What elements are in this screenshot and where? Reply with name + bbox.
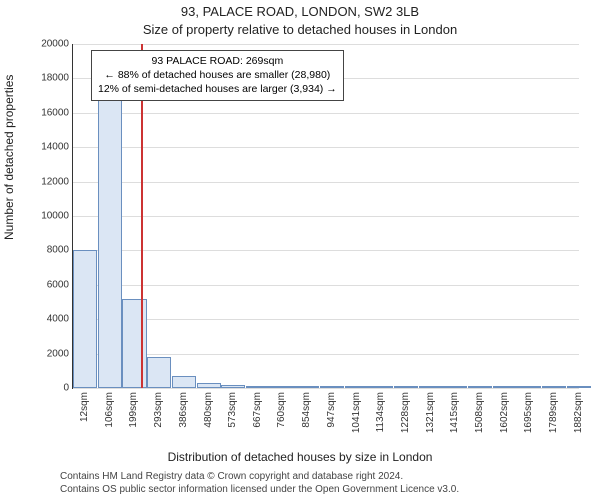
- gridline: [73, 113, 579, 114]
- y-tick-label: 14000: [29, 142, 69, 153]
- x-tick-label: 1602sqm: [499, 392, 510, 440]
- x-tick-label: 106sqm: [104, 392, 115, 440]
- chart-title-line2: Size of property relative to detached ho…: [0, 22, 600, 37]
- attribution-line2: Contains OS public sector information li…: [60, 483, 459, 496]
- histogram-bar: [320, 386, 344, 388]
- y-tick-label: 0: [29, 383, 69, 394]
- x-tick-label: 1228sqm: [400, 392, 411, 440]
- x-tick-label: 1789sqm: [548, 392, 559, 440]
- x-tick-label: 12sqm: [79, 392, 90, 440]
- histogram-bar: [443, 386, 467, 388]
- y-tick-label: 6000: [29, 279, 69, 290]
- x-tick-label: 573sqm: [227, 392, 238, 440]
- x-tick-label: 667sqm: [252, 392, 263, 440]
- gridline: [73, 354, 579, 355]
- x-tick-label: 1508sqm: [474, 392, 485, 440]
- y-tick-label: 12000: [29, 176, 69, 187]
- gridline: [73, 285, 579, 286]
- x-tick-label: 199sqm: [128, 392, 139, 440]
- gridline: [73, 250, 579, 251]
- y-tick-label: 2000: [29, 348, 69, 359]
- gridline: [73, 216, 579, 217]
- attribution-line1: Contains HM Land Registry data © Crown c…: [60, 470, 459, 483]
- y-tick-label: 20000: [29, 39, 69, 50]
- x-tick-label: 1321sqm: [425, 392, 436, 440]
- gridline: [73, 44, 579, 45]
- callout-line1: 93 PALACE ROAD: 269sqm: [98, 54, 337, 68]
- gridline: [73, 319, 579, 320]
- callout-line2: ← 88% of detached houses are smaller (28…: [98, 68, 337, 82]
- y-tick-label: 18000: [29, 73, 69, 84]
- y-tick-label: 10000: [29, 211, 69, 222]
- x-tick-label: 760sqm: [276, 392, 287, 440]
- x-tick-label: 386sqm: [178, 392, 189, 440]
- x-axis-label: Distribution of detached houses by size …: [0, 450, 600, 464]
- y-tick-label: 8000: [29, 245, 69, 256]
- histogram-bar: [147, 357, 171, 388]
- x-tick-label: 854sqm: [301, 392, 312, 440]
- histogram-bar: [468, 386, 492, 388]
- y-axis-label: Number of detached properties: [2, 75, 16, 240]
- chart-title-line1: 93, PALACE ROAD, LONDON, SW2 3LB: [0, 4, 600, 19]
- x-tick-label: 480sqm: [203, 392, 214, 440]
- histogram-bar: [246, 386, 270, 388]
- histogram-bar: [419, 386, 443, 388]
- x-tick-label: 1134sqm: [375, 392, 386, 440]
- histogram-bar: [345, 386, 369, 388]
- y-tick-label: 16000: [29, 107, 69, 118]
- histogram-bar: [369, 386, 393, 388]
- x-tick-label: 293sqm: [153, 392, 164, 440]
- gridline: [73, 388, 579, 389]
- x-tick-label: 947sqm: [326, 392, 337, 440]
- histogram-bar: [270, 386, 294, 388]
- histogram-bar: [197, 383, 221, 388]
- histogram-bar: [221, 385, 245, 388]
- gridline: [73, 182, 579, 183]
- attribution: Contains HM Land Registry data © Crown c…: [60, 470, 459, 496]
- callout-line3: 12% of semi-detached houses are larger (…: [98, 82, 337, 96]
- histogram-bar: [567, 386, 591, 388]
- histogram-bar: [73, 250, 97, 388]
- gridline: [73, 147, 579, 148]
- histogram-bar: [493, 386, 517, 388]
- histogram-bar: [517, 386, 541, 388]
- y-tick-label: 4000: [29, 314, 69, 325]
- histogram-bar: [122, 299, 146, 388]
- x-tick-label: 1882sqm: [573, 392, 584, 440]
- histogram-bar: [295, 386, 319, 388]
- histogram-bar: [394, 386, 418, 388]
- histogram-bar: [172, 376, 196, 388]
- plot-area: 0200040006000800010000120001400016000180…: [72, 44, 579, 389]
- histogram-bar: [98, 99, 122, 388]
- callout-box: 93 PALACE ROAD: 269sqm ← 88% of detached…: [91, 50, 344, 101]
- histogram-bar: [542, 386, 566, 388]
- x-tick-label: 1041sqm: [351, 392, 362, 440]
- x-tick-label: 1695sqm: [523, 392, 534, 440]
- x-tick-label: 1415sqm: [449, 392, 460, 440]
- chart-container: 93, PALACE ROAD, LONDON, SW2 3LB Size of…: [0, 0, 600, 500]
